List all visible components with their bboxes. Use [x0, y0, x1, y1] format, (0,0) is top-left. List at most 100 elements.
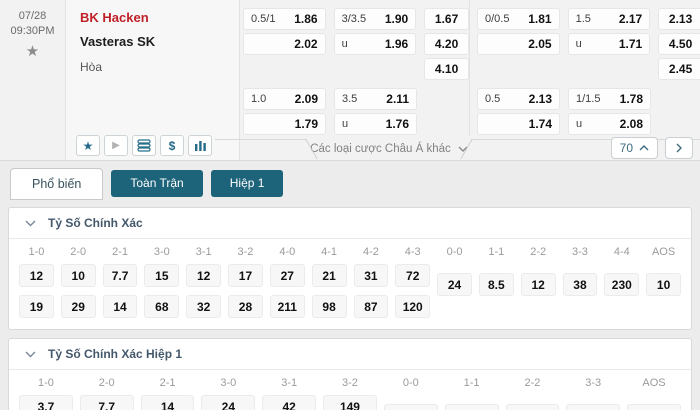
score-odds-cell[interactable]: 32 — [186, 295, 222, 318]
odds-value: 1.78 — [619, 92, 643, 106]
score-odds-cell[interactable]: 21 — [311, 264, 347, 287]
score-odds-cell[interactable]: 14 — [102, 295, 138, 318]
next-button[interactable] — [665, 137, 693, 159]
odds-cell-fh-handicap-home[interactable]: 0/0.5 1.81 — [477, 8, 560, 30]
score-column: 3-0 15 68 — [144, 246, 180, 318]
live-stream-button[interactable]: ▶ — [104, 135, 128, 156]
section-header[interactable]: Tỷ Số Chính Xác Hiệp 1 — [9, 339, 691, 370]
score-odds-cell[interactable]: 120 — [395, 295, 431, 318]
score-odds-cell[interactable]: 42 — [262, 395, 317, 410]
score-odds-cell[interactable]: 211 — [269, 295, 305, 318]
odds-cell-ft-total2-under[interactable]: u 1.76 — [334, 113, 417, 135]
score-odds-cell[interactable]: 41 — [505, 404, 560, 410]
tab-pho-bien[interactable]: Phổ biến — [10, 168, 104, 200]
match-odds-panel: 07/28 09:30PM ★ BK Hacken Vasteras SK Hò… — [0, 0, 700, 161]
score-odds-cell[interactable]: 12 — [520, 273, 556, 296]
score-odds-cell[interactable]: 7.7 — [102, 264, 138, 287]
score-header: 3-0 — [153, 246, 170, 258]
favorite-star-icon[interactable]: ★ — [25, 43, 40, 60]
odds-cell-ft-handicap2-away[interactable]: 1.79 — [243, 113, 326, 135]
score-odds-cell[interactable]: 12 — [186, 264, 222, 287]
score-odds-cell[interactable]: 12 — [19, 264, 54, 287]
score-odds-cell[interactable]: 40 — [627, 404, 681, 410]
score-odds-cell[interactable]: 27 — [269, 264, 305, 287]
score-column: 3-024117 — [201, 377, 256, 410]
away-team-name: Vasteras SK — [80, 34, 156, 49]
score-odds-cell[interactable]: 3.55 — [383, 404, 438, 410]
score-odds-cell[interactable]: 7.7 — [79, 395, 134, 410]
odds-value: 2.02 — [294, 37, 318, 51]
more-markets-label: Các loại cược Châu Á khác — [310, 143, 451, 155]
score-odds-cell[interactable]: 15 — [144, 264, 180, 287]
score-odds-cell[interactable]: 68 — [144, 295, 180, 318]
correct-score-first-half-section: Tỷ Số Chính Xác Hiệp 1 1-03.76.22-07.722… — [8, 338, 692, 410]
odds-cell-ft-handicap2-home[interactable]: 1.0 2.09 — [243, 88, 326, 110]
odds-cell-fh-1x2-home[interactable]: 2.13 — [658, 8, 700, 30]
odds-cell-ft-1x2-draw[interactable]: 4.10 — [424, 58, 470, 80]
score-odds-cell[interactable]: 24 — [437, 273, 472, 296]
score-header: 1-0 — [28, 246, 45, 258]
score-odds-cell[interactable]: 29 — [60, 295, 96, 318]
odds-value: 2.08 — [619, 117, 643, 131]
score-odds-cell[interactable]: 14 — [140, 395, 195, 410]
odds-cell-fh-total-over[interactable]: 1.5 2.17 — [567, 8, 651, 30]
odds-cell-fh-total-under[interactable]: u 1.71 — [567, 33, 651, 55]
cash-odds-button[interactable]: $ — [160, 135, 184, 156]
score-odds-cell[interactable]: 10 — [646, 273, 681, 296]
score-header: 3-1 — [195, 246, 212, 258]
score-column: 3-2 17 28 — [228, 246, 263, 318]
tab-hiep-1[interactable]: Hiệp 1 — [210, 170, 284, 197]
score-odds-cell[interactable]: 230 — [604, 273, 640, 296]
bar-chart-icon — [194, 140, 206, 151]
odds-cell-fh-handicap2-home[interactable]: 0.5 2.13 — [477, 88, 560, 110]
score-column: 4-4 230 — [604, 246, 640, 318]
bet-slip-button[interactable] — [132, 135, 156, 156]
odds-cell-ft-1x2-home[interactable]: 1.67 — [424, 8, 470, 30]
score-odds-cell[interactable]: 6.5 — [444, 404, 499, 410]
tab-toan-tran[interactable]: Toàn Trận — [111, 170, 203, 197]
market-count-button[interactable]: 70 — [610, 137, 658, 159]
play-icon: ▶ — [112, 140, 120, 151]
odds-cell-fh-handicap2-away[interactable]: 1.74 — [477, 113, 560, 135]
score-column: 2-2 41 — [505, 377, 560, 410]
odds-cell-fh-handicap-away[interactable]: 2.05 — [477, 33, 560, 55]
statistics-button[interactable] — [188, 135, 212, 156]
score-odds-cell[interactable]: 8.5 — [478, 273, 514, 296]
score-odds-cell[interactable]: 28 — [228, 295, 263, 318]
score-odds-cell[interactable]: 17 — [228, 264, 263, 287]
score-header: 4-0 — [279, 246, 296, 258]
favorite-star-button[interactable]: ★ — [76, 135, 100, 156]
odds-cell-ft-handicap-away[interactable]: 2.02 — [243, 33, 326, 55]
score-header: 0-0 — [446, 246, 463, 258]
score-odds-cell[interactable]: 149 — [323, 395, 377, 410]
chevron-down-icon — [458, 146, 468, 152]
score-column: 4-0 27 211 — [269, 246, 305, 318]
chevron-down-icon — [25, 220, 36, 227]
score-odds-cell[interactable]: 24 — [201, 395, 256, 410]
score-odds-cell[interactable]: 38 — [562, 273, 598, 296]
odds-cell-ft-total2-over[interactable]: 3.5 2.11 — [334, 88, 417, 110]
section-header[interactable]: Tỷ Số Chính Xác — [9, 208, 691, 239]
score-odds-cell[interactable]: 31 — [353, 264, 389, 287]
odds-cell-fh-1x2-away[interactable]: 4.50 — [658, 33, 700, 55]
score-odds-cell[interactable]: 240 — [566, 404, 621, 410]
score-odds-cell[interactable]: 72 — [395, 264, 431, 287]
odds-cell-fh-total2-over[interactable]: 1/1.5 1.78 — [568, 88, 651, 110]
odds-cell-ft-total-over[interactable]: 3/3.5 1.90 — [333, 8, 417, 30]
score-odds-cell[interactable]: 10 — [60, 264, 96, 287]
match-date: 07/28 — [18, 10, 47, 22]
odds-cell-ft-handicap-home[interactable]: 0.5/1 1.86 — [243, 8, 326, 30]
odds-cell-ft-total-under[interactable]: u 1.96 — [333, 33, 417, 55]
score-odds-cell[interactable]: 98 — [311, 295, 347, 318]
more-asian-markets-dropdown[interactable]: Các loại cược Châu Á khác — [307, 139, 471, 159]
score-odds-cell[interactable]: 19 — [19, 295, 54, 318]
odds-cell-ft-1x2-away[interactable]: 4.20 — [424, 33, 470, 55]
score-odds-cell[interactable]: 3.7 — [19, 395, 73, 410]
score-column: 3-1 12 32 — [186, 246, 222, 318]
score-grid: 1-0 12 19 2-0 10 29 2-1 7.7 14 3-0 15 68 3-1 12 32 3-2 1… — [9, 239, 691, 329]
odds-cell-fh-total2-under[interactable]: u 2.08 — [568, 113, 651, 135]
odds-cell-fh-1x2-draw[interactable]: 2.45 — [658, 58, 700, 80]
odds-value: 1.76 — [385, 117, 409, 131]
correct-score-section: Tỷ Số Chính Xác 1-0 12 19 2-0 10 29 2-1 7.7 14 3-… — [8, 207, 692, 330]
score-odds-cell[interactable]: 87 — [353, 295, 389, 318]
